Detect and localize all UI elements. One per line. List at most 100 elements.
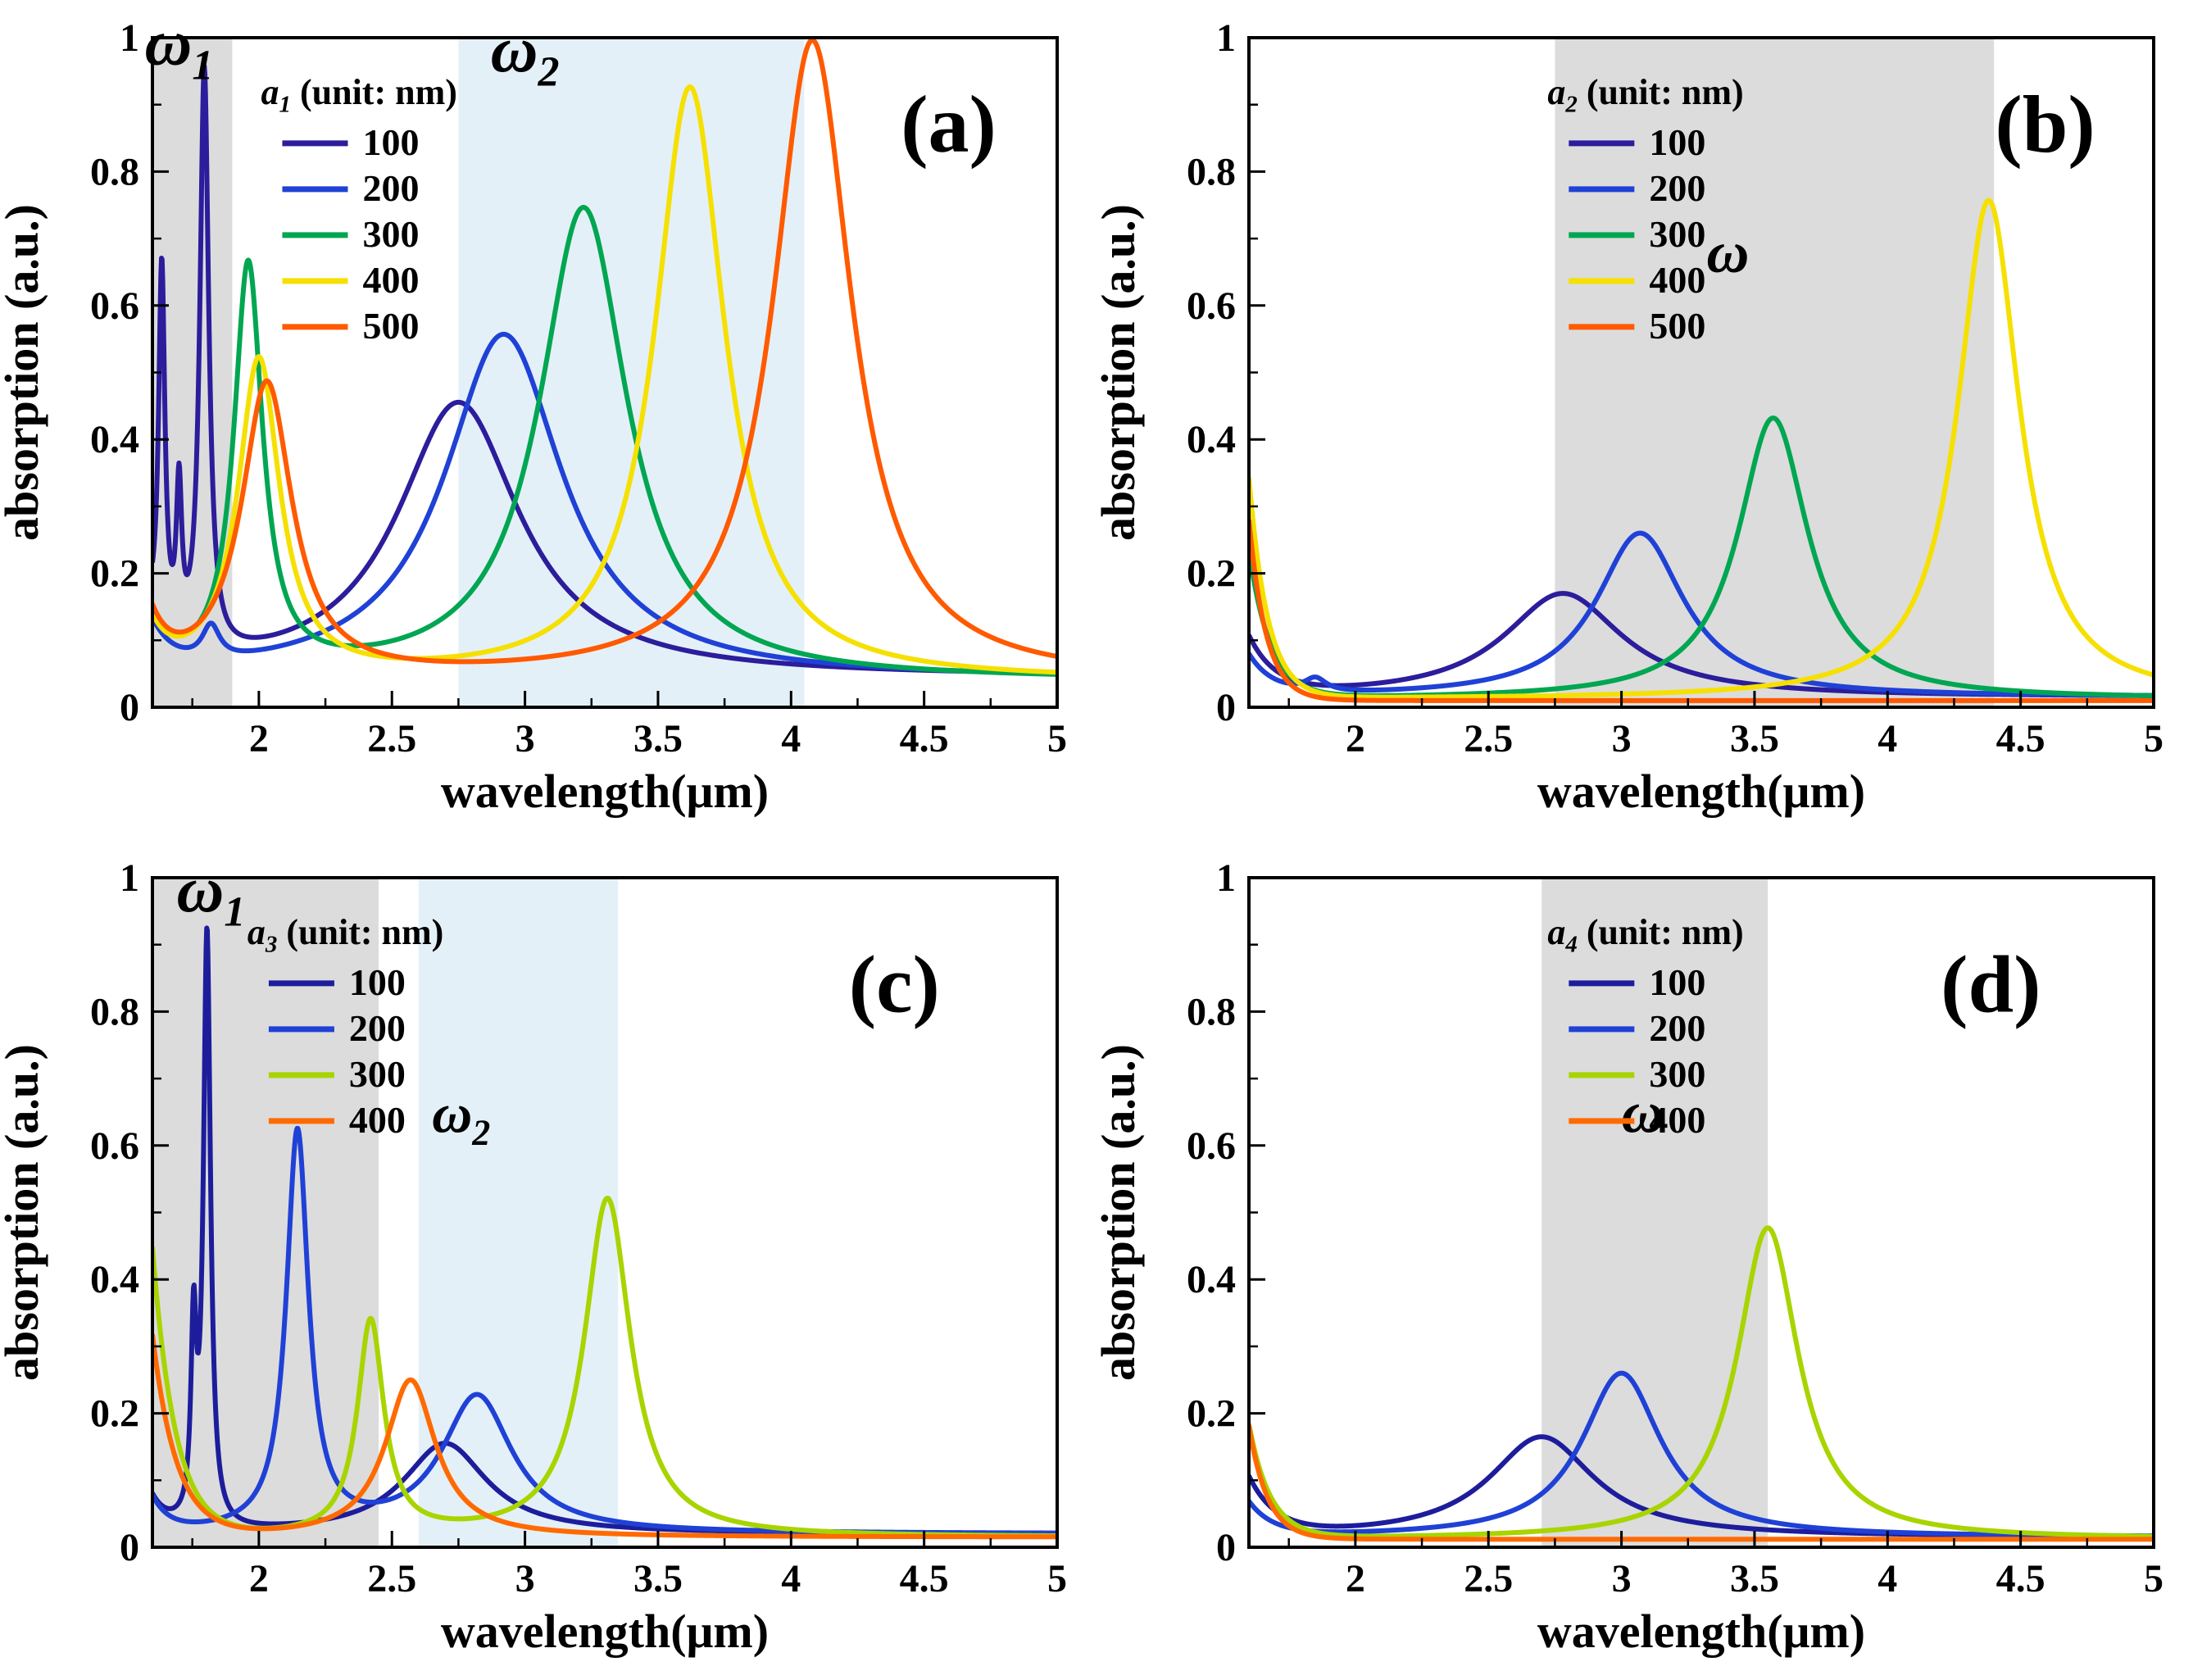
x-tick-label-c: 5 <box>1047 1557 1067 1601</box>
x-tick-label-b: 5 <box>2144 717 2163 761</box>
x-tick-label-c: 2.5 <box>367 1557 416 1601</box>
y-tick-label-b: 0 <box>1216 686 1236 729</box>
x-axis-title-c: wavelength(μm) <box>441 1605 769 1658</box>
region-label-b-0: ω <box>1706 220 1749 285</box>
y-tick-label-c: 0.4 <box>90 1258 139 1301</box>
y-tick-label-c: 1 <box>120 856 139 900</box>
x-tick-label-c: 2 <box>249 1557 269 1601</box>
x-tick-label-d: 3 <box>1612 1557 1632 1601</box>
y-tick-label-d: 0 <box>1216 1526 1236 1569</box>
x-tick-label-a: 2 <box>249 717 269 761</box>
legend-label-b-200: 200 <box>1649 167 1705 209</box>
panel-c-chart: ω1 ω2 2 2.5 3 3.5 4 4.5 5 0 0.2 0.4 0.6 0.8 1 wavelengt… <box>0 854 1067 1658</box>
y-axis-title-d: absorption (a.u.) <box>1096 1044 1145 1381</box>
legend-label-a-500: 500 <box>362 305 419 347</box>
x-tick-label-d: 2 <box>1346 1557 1365 1601</box>
panel-a: ω1 ω2 2 2.5 3 3.5 4 4.5 5 0 0.2 0.4 0.6 0.8 1 wavelengt… <box>0 0 1096 840</box>
y-tick-label-c: 0.8 <box>90 990 139 1033</box>
y-tick-label-c: 0.2 <box>90 1392 139 1436</box>
series-curve-b-400 <box>1249 198 2154 700</box>
series-curve-a-500 <box>152 38 1057 665</box>
series-curve-a-400 <box>152 84 1057 675</box>
x-tick-label-b: 4 <box>1877 717 1897 761</box>
legend-label-d-300: 300 <box>1649 1053 1705 1095</box>
legend-label-d-400: 400 <box>1649 1099 1705 1141</box>
x-axis-title-d: wavelength(μm) <box>1537 1605 1865 1658</box>
legend-title-d: a4 (unit: nm) <box>1547 912 1743 958</box>
x-tick-label-a: 4.5 <box>900 717 949 761</box>
series-curve-d-300 <box>1249 1225 2154 1539</box>
legend-label-b-400: 400 <box>1649 259 1705 301</box>
y-tick-label-a: 0.2 <box>90 552 139 596</box>
y-tick-label-d: 0.2 <box>1187 1392 1236 1436</box>
y-tick-label-c: 0.6 <box>90 1124 139 1168</box>
x-tick-label-b: 2.5 <box>1464 717 1513 761</box>
panel-a-chart: ω1 ω2 2 2.5 3 3.5 4 4.5 5 0 0.2 0.4 0.6 0.8 1 wavelengt… <box>0 7 1067 818</box>
legend-label-c-200: 200 <box>349 1007 406 1049</box>
y-tick-label-b: 0.8 <box>1187 150 1236 193</box>
x-tick-label-d: 4.5 <box>1996 1557 2045 1601</box>
y-tick-label-d: 0.4 <box>1187 1258 1236 1301</box>
x-tick-label-c: 4.5 <box>900 1557 949 1601</box>
panel-c: ω1 ω2 2 2.5 3 3.5 4 4.5 5 0 0.2 0.4 0.6 0.8 1 wavelengt… <box>0 840 1096 1680</box>
shaded-region-a-1 <box>458 38 805 707</box>
y-tick-label-b: 0.6 <box>1187 284 1236 328</box>
panel-d-chart: ω 2 2.5 3 3.5 4 4.5 5 0 0.2 0.4 0.6 0.8 1 wavelength(μ… <box>1096 856 2163 1658</box>
x-tick-label-b: 2 <box>1346 717 1365 761</box>
panel-b-chart: ω 2 2.5 3 3.5 4 4.5 5 0 0.2 0.4 0.6 0.8 1 wavelength(μ… <box>1096 16 2163 818</box>
legend-label-a-400: 400 <box>362 259 419 301</box>
series-curve-a-300 <box>152 205 1057 677</box>
region-label-a-0: ω1 <box>145 7 214 89</box>
x-axis-title-a: wavelength(μm) <box>441 765 769 818</box>
x-tick-label-b: 3.5 <box>1730 717 1779 761</box>
y-tick-label-d: 0.6 <box>1187 1124 1236 1168</box>
shaded-region-b-0 <box>1555 38 1995 707</box>
x-axis-title-b: wavelength(μm) <box>1537 765 1865 818</box>
x-tick-label-d: 3.5 <box>1730 1557 1779 1601</box>
legend-title-b: a2 (unit: nm) <box>1547 72 1743 118</box>
panel-letter-c: (c) <box>849 938 940 1029</box>
legend-label-c-400: 400 <box>349 1099 406 1141</box>
x-tick-label-c: 3.5 <box>633 1557 683 1601</box>
legend-label-a-300: 300 <box>362 213 419 255</box>
y-tick-label-b: 0.2 <box>1187 552 1236 596</box>
region-label-a-1: ω2 <box>491 14 560 96</box>
series-curve-d-200 <box>1249 1370 2154 1539</box>
x-tick-label-b: 3 <box>1612 717 1632 761</box>
legend-title-a: a1 (unit: nm) <box>261 72 456 118</box>
y-tick-label-b: 0.4 <box>1187 418 1236 461</box>
legend-title-c: a3 (unit: nm) <box>247 912 443 958</box>
y-tick-label-a: 0.4 <box>90 418 139 461</box>
x-tick-label-a: 3 <box>515 717 535 761</box>
legend-label-b-500: 500 <box>1649 305 1705 347</box>
panel-letter-a: (a) <box>901 79 997 170</box>
x-tick-label-d: 5 <box>2144 1557 2163 1601</box>
x-tick-label-a: 3.5 <box>633 717 683 761</box>
region-label-c-0: ω1 <box>177 854 246 936</box>
x-tick-label-c: 3 <box>515 1557 535 1601</box>
legend-label-a-100: 100 <box>362 121 419 163</box>
y-axis-title-a: absorption (a.u.) <box>0 204 48 541</box>
region-label-c-1: ω2 <box>432 1082 490 1152</box>
region-label-d-0: ω <box>1622 1079 1664 1145</box>
legend-label-d-100: 100 <box>1649 961 1705 1003</box>
x-tick-label-a: 4 <box>781 717 801 761</box>
series-curve-b-500 <box>1249 519 2154 703</box>
shaded-region-c-1 <box>418 878 619 1547</box>
x-tick-label-d: 4 <box>1877 1557 1897 1601</box>
x-tick-label-d: 2.5 <box>1464 1557 1513 1601</box>
shaded-region-d-0 <box>1541 878 1768 1547</box>
x-tick-label-b: 4.5 <box>1996 717 2045 761</box>
legend-label-a-200: 200 <box>362 167 419 209</box>
series-curve-d-400 <box>1249 1424 2154 1542</box>
y-tick-label-d: 0.8 <box>1187 990 1236 1033</box>
x-tick-label-a: 2.5 <box>367 717 416 761</box>
y-tick-label-a: 0.6 <box>90 284 139 328</box>
y-tick-label-a: 0.8 <box>90 150 139 193</box>
panel-d: ω 2 2.5 3 3.5 4 4.5 5 0 0.2 0.4 0.6 0.8 1 wavelength(μ… <box>1096 840 2193 1680</box>
panel-b: ω 2 2.5 3 3.5 4 4.5 5 0 0.2 0.4 0.6 0.8 1 wavelength(μ… <box>1096 0 2193 840</box>
y-axis-title-b: absorption (a.u.) <box>1096 204 1145 541</box>
legend-label-b-300: 300 <box>1649 213 1705 255</box>
panel-letter-b: (b) <box>1995 79 2095 170</box>
